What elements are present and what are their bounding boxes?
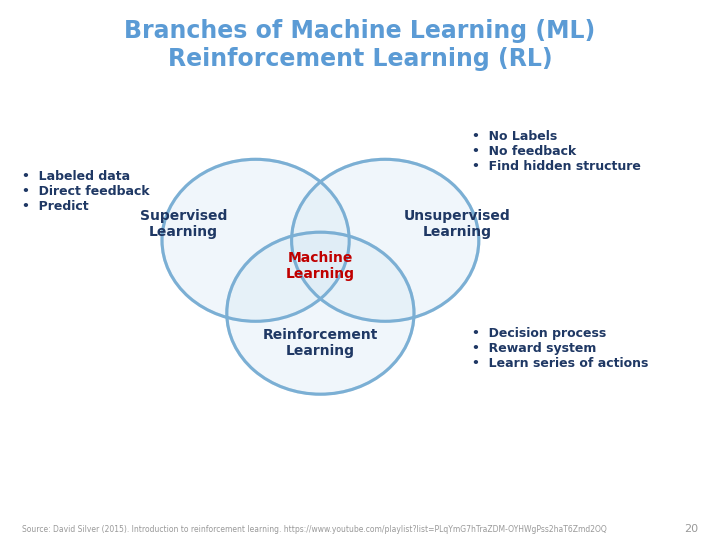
Text: Source: David Silver (2015). Introduction to reinforcement learning. https://www: Source: David Silver (2015). Introductio… [22,524,606,534]
Text: Branches of Machine Learning (ML)
Reinforcement Learning (RL): Branches of Machine Learning (ML) Reinfo… [125,19,595,71]
Ellipse shape [162,159,349,321]
Text: •  Labeled data
•  Direct feedback
•  Predict: • Labeled data • Direct feedback • Predi… [22,170,149,213]
Text: •  No Labels
•  No feedback
•  Find hidden structure: • No Labels • No feedback • Find hidden … [472,130,641,173]
Text: •  Decision process
•  Reward system
•  Learn series of actions: • Decision process • Reward system • Lea… [472,327,648,370]
Text: Reinforcement
Learning: Reinforcement Learning [263,328,378,358]
Ellipse shape [227,232,414,394]
Text: Machine
Learning: Machine Learning [286,251,355,281]
Text: Unsupervised
Learning: Unsupervised Learning [404,209,510,239]
Text: 20: 20 [684,523,698,534]
Ellipse shape [292,159,479,321]
Text: Supervised
Learning: Supervised Learning [140,209,228,239]
